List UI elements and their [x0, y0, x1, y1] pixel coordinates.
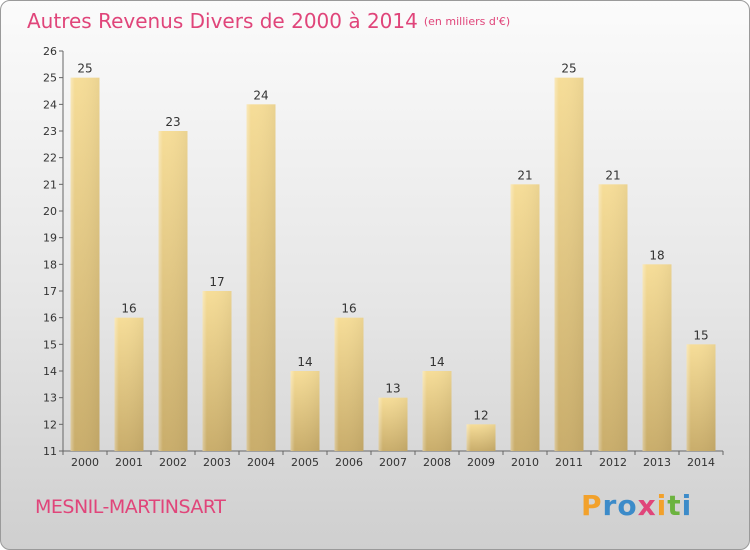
value-label-2000: 25 [77, 62, 92, 76]
y-tick-label: 11 [43, 445, 57, 458]
value-label-2013: 18 [649, 248, 664, 262]
x-tick-label-2000: 2000 [71, 456, 99, 469]
logo-letter: x [637, 489, 657, 522]
logo-letter: t [667, 489, 682, 522]
bar-highlight-2013 [642, 264, 672, 451]
commune-name: MESNIL-MARTINSART [35, 496, 226, 518]
value-label-2006: 16 [341, 302, 356, 316]
bar-highlight-2010 [510, 184, 540, 452]
bar-highlight-2006 [334, 317, 364, 451]
chart-title: Autres Revenus Divers de 2000 à 2014 (en … [27, 9, 510, 33]
bar-highlight-2009 [466, 424, 496, 451]
bars: 25 16 23 17 24 14 16 13 14 12 21 25 21 18 15 [70, 62, 716, 452]
value-label-2005: 14 [297, 355, 312, 369]
y-tick-label: 14 [43, 365, 57, 378]
proxiti-logo: Proxiti [581, 489, 692, 522]
value-label-2003: 17 [209, 275, 224, 289]
logo-letter: P [581, 489, 603, 522]
x-tick-label-2006: 2006 [335, 456, 363, 469]
bar-highlight-2007 [378, 397, 408, 451]
value-label-2002: 23 [165, 115, 180, 129]
y-tick-label: 12 [43, 418, 57, 431]
x-tick-label-2002: 2002 [159, 456, 187, 469]
chart-unit: (en milliers d'€) [423, 15, 511, 28]
logo-letter: o [617, 489, 638, 522]
y-tick-label: 22 [43, 152, 57, 165]
value-label-2011: 25 [561, 62, 576, 76]
x-tick-label-2009: 2009 [467, 456, 495, 469]
y-tick-label: 18 [43, 258, 57, 271]
axes: 11 12 13 14 15 16 17 18 19 20 21 22 23 24 25 26 2000 2001… [43, 45, 724, 469]
x-tick-label-2011: 2011 [555, 456, 583, 469]
y-tick-label: 17 [43, 285, 57, 298]
bar-highlight-2004 [246, 104, 276, 451]
value-label-2014: 15 [693, 328, 708, 342]
bar-highlight-2014 [686, 344, 716, 451]
x-tick-label-2014: 2014 [687, 456, 715, 469]
bar-highlight-2002 [158, 131, 188, 451]
logo-letter: i [681, 489, 693, 522]
value-label-2001: 16 [121, 302, 136, 316]
bar-highlight-2008 [422, 371, 452, 451]
value-label-2009: 12 [473, 408, 488, 422]
bar-highlight-2001 [114, 317, 144, 451]
value-label-2004: 24 [253, 88, 268, 102]
chart-title-text: Autres Revenus Divers de 2000 à 2014 [27, 9, 418, 33]
y-tick-label: 13 [43, 392, 57, 405]
y-tick-label: 26 [43, 45, 57, 58]
y-tick-label: 20 [43, 205, 57, 218]
x-tick-label-2010: 2010 [511, 456, 539, 469]
x-tick-label-2001: 2001 [115, 456, 143, 469]
x-tick-label-2004: 2004 [247, 456, 275, 469]
bar-highlight-2005 [290, 371, 320, 451]
bar-highlight-2011 [554, 77, 584, 452]
x-tick-label-2012: 2012 [599, 456, 627, 469]
value-label-2010: 21 [517, 168, 532, 182]
y-tick-label: 21 [43, 178, 57, 191]
value-label-2007: 13 [385, 382, 400, 396]
x-tick-label-2005: 2005 [291, 456, 319, 469]
y-tick-label: 24 [43, 98, 57, 111]
y-tick-label: 25 [43, 72, 57, 85]
x-tick-label-2007: 2007 [379, 456, 407, 469]
y-tick-label: 23 [43, 125, 57, 138]
value-label-2008: 14 [429, 355, 444, 369]
value-label-2012: 21 [605, 168, 620, 182]
bar-highlight-2003 [202, 291, 232, 451]
x-tick-label-2013: 2013 [643, 456, 671, 469]
logo-letter: r [602, 489, 618, 522]
bar-highlight-2000 [70, 77, 100, 452]
y-tick-label: 16 [43, 312, 57, 325]
x-tick-label-2008: 2008 [423, 456, 451, 469]
logo-letter: i [656, 489, 668, 522]
y-tick-label: 15 [43, 338, 57, 351]
x-tick-label-2003: 2003 [203, 456, 231, 469]
bar-highlight-2012 [598, 184, 628, 452]
y-tick-label: 19 [43, 232, 57, 245]
